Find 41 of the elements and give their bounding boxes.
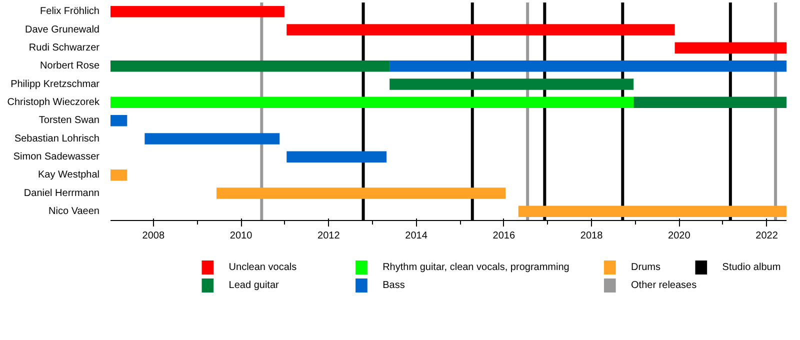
bar [518,206,786,218]
y-tick-label: Felix Fröhlich [40,6,100,18]
bar [110,169,128,181]
bar [286,151,387,163]
bar [674,42,786,54]
y-tick-label: Rudi Schwarzer [28,42,100,54]
x-tick-label: 2012 [318,230,340,242]
legend-label: Bass [382,280,405,291]
bar [634,96,786,108]
legend-label: Drums [631,262,660,273]
legend-label: Lead guitar [228,280,280,291]
legend-label: Unclean vocals [228,262,297,273]
bar [286,24,675,36]
legend-label: Studio album [722,262,781,273]
x-tick-label: 2008 [142,230,165,242]
y-tick-label: Kay Westphal [38,170,100,181]
bar [390,60,786,72]
y-tick-label: Christoph Wieczorek [7,96,100,108]
y-tick-label: Dave Grunewald [25,24,100,36]
legend-label: Rhythm guitar, clean vocals, programming [382,262,570,273]
y-tick-label: Sebastian Lohrisch [14,133,100,144]
y-tick-label: Philipp Kretzschmar [10,78,100,90]
x-tick-label: 2014 [405,230,428,242]
legend-label: Other releases [631,280,697,291]
x-tick-label: 2022 [756,230,778,242]
x-tick-label: 2016 [492,230,516,242]
bar [216,188,506,199]
bar [110,60,390,72]
y-tick-label: Norbert Rose [40,60,100,72]
x-tick-label: 2020 [668,230,691,242]
y-tick-label: Simon Sadewasser [13,151,100,162]
y-tick-label: Nico Vaeen [48,206,100,217]
bar [390,78,634,90]
x-tick-label: 2018 [580,230,604,242]
x-tick-label: 2010 [230,230,253,242]
bar [144,133,280,144]
y-tick-label: Daniel Herrmann [24,188,100,199]
bar [110,6,284,18]
y-tick-label: Torsten Swan [38,115,100,126]
bar [110,96,634,108]
bar [110,114,128,126]
